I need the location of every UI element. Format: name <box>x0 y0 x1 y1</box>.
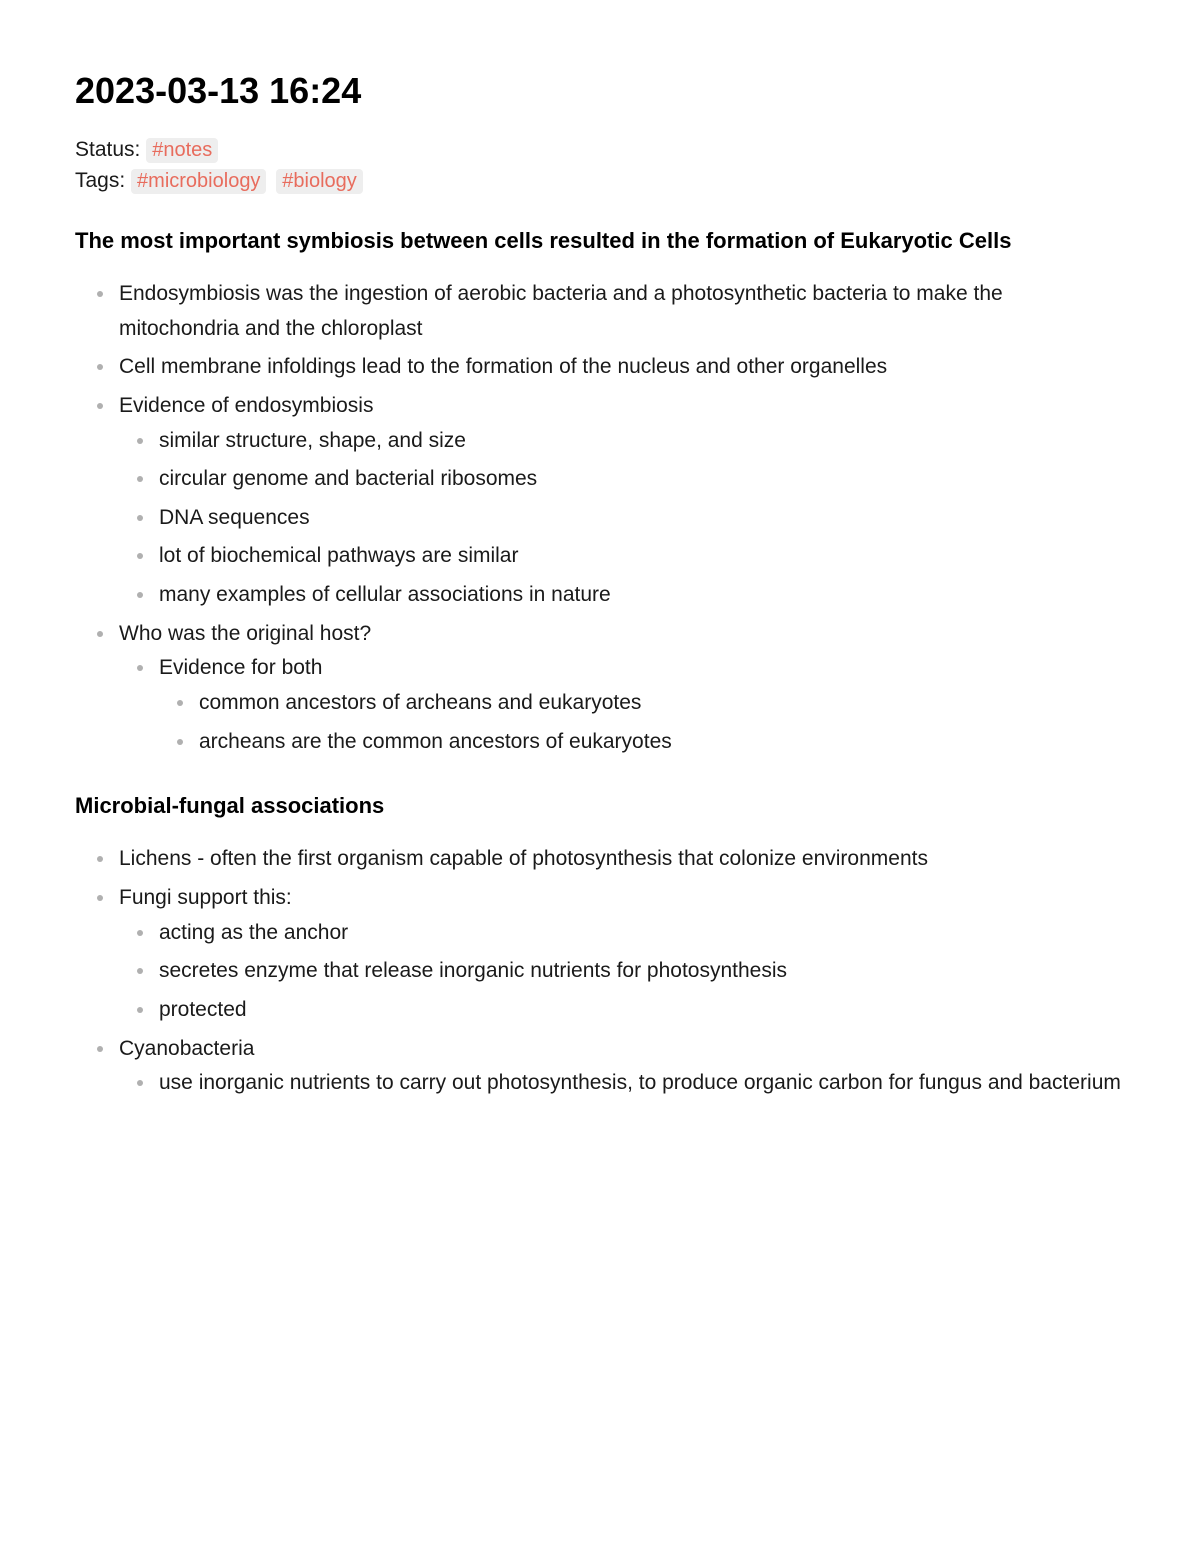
list-item: common ancestors of archeans and eukaryo… <box>199 686 1125 721</box>
list-item-text: Fungi support this: <box>119 886 292 909</box>
bullet-list: Evidence for both common ancestors of arc… <box>119 651 1125 759</box>
list-item: Who was the original host? Evidence for b… <box>119 617 1125 760</box>
list-item-text: lot of biochemical pathways are similar <box>159 544 518 567</box>
list-item: Lichens - often the first organism capab… <box>119 842 1125 877</box>
list-item-text: many examples of cellular associations i… <box>159 583 611 606</box>
list-item: DNA sequences <box>159 501 1125 536</box>
list-item-text: archeans are the common ancestors of euk… <box>199 730 672 753</box>
list-item-text: Evidence for both <box>159 656 322 679</box>
list-item: lot of biochemical pathways are similar <box>159 539 1125 574</box>
list-item-text: secretes enzyme that release inorganic n… <box>159 959 787 982</box>
list-item: circular genome and bacterial ribosomes <box>159 462 1125 497</box>
bullet-list: use inorganic nutrients to carry out pho… <box>119 1066 1125 1101</box>
list-item: Cyanobacteria use inorganic nutrients to … <box>119 1032 1125 1101</box>
section-heading: Microbial-fungal associations <box>75 789 1125 822</box>
list-item-text: circular genome and bacterial ribosomes <box>159 467 537 490</box>
document-body: The most important symbiosis between cel… <box>75 224 1125 1101</box>
bullet-list: acting as the anchor secretes enzyme that… <box>119 916 1125 1028</box>
list-item-text: protected <box>159 998 247 1021</box>
section-heading: The most important symbiosis between cel… <box>75 224 1125 257</box>
list-item: Fungi support this: acting as the anchor s… <box>119 881 1125 1028</box>
list-item: Evidence of endosymbiosis similar structu… <box>119 389 1125 613</box>
list-item-text: acting as the anchor <box>159 921 348 944</box>
status-line: Status: #notes <box>75 138 1125 163</box>
list-item-text: Cyanobacteria <box>119 1037 254 1060</box>
list-item: Cell membrane infoldings lead to the for… <box>119 350 1125 385</box>
bullet-list: similar structure, shape, and size circul… <box>119 424 1125 613</box>
list-item-text: Cell membrane infoldings lead to the for… <box>119 355 887 378</box>
list-item: protected <box>159 993 1125 1028</box>
list-item: similar structure, shape, and size <box>159 424 1125 459</box>
list-item-text: DNA sequences <box>159 506 310 529</box>
list-item: Endosymbiosis was the ingestion of aerob… <box>119 277 1125 346</box>
list-item: use inorganic nutrients to carry out pho… <box>159 1066 1125 1101</box>
tags-label: Tags: <box>75 169 125 192</box>
list-item: many examples of cellular associations i… <box>159 578 1125 613</box>
list-item: acting as the anchor <box>159 916 1125 951</box>
page-title: 2023-03-13 16:24 <box>75 70 1125 112</box>
tag-biology[interactable]: #biology <box>276 169 363 194</box>
bullet-list: common ancestors of archeans and eukaryo… <box>159 686 1125 759</box>
list-item-text: common ancestors of archeans and eukaryo… <box>199 691 641 714</box>
list-item-text: Evidence of endosymbiosis <box>119 394 373 417</box>
status-tag[interactable]: #notes <box>146 138 218 163</box>
list-item-text: Lichens - often the first organism capab… <box>119 847 928 870</box>
list-item-text: use inorganic nutrients to carry out pho… <box>159 1071 1121 1094</box>
status-label: Status: <box>75 138 140 161</box>
bullet-list: Endosymbiosis was the ingestion of aerob… <box>75 277 1125 759</box>
list-item-text: Endosymbiosis was the ingestion of aerob… <box>119 282 1003 340</box>
list-item: secretes enzyme that release inorganic n… <box>159 954 1125 989</box>
bullet-list: Lichens - often the first organism capab… <box>75 842 1125 1100</box>
list-item-text: similar structure, shape, and size <box>159 429 466 452</box>
list-item: Evidence for both common ancestors of arc… <box>159 651 1125 759</box>
tags-line: Tags: #microbiology #biology <box>75 169 1125 194</box>
list-item-text: Who was the original host? <box>119 622 371 645</box>
tag-microbiology[interactable]: #microbiology <box>131 169 266 194</box>
list-item: archeans are the common ancestors of euk… <box>199 725 1125 760</box>
